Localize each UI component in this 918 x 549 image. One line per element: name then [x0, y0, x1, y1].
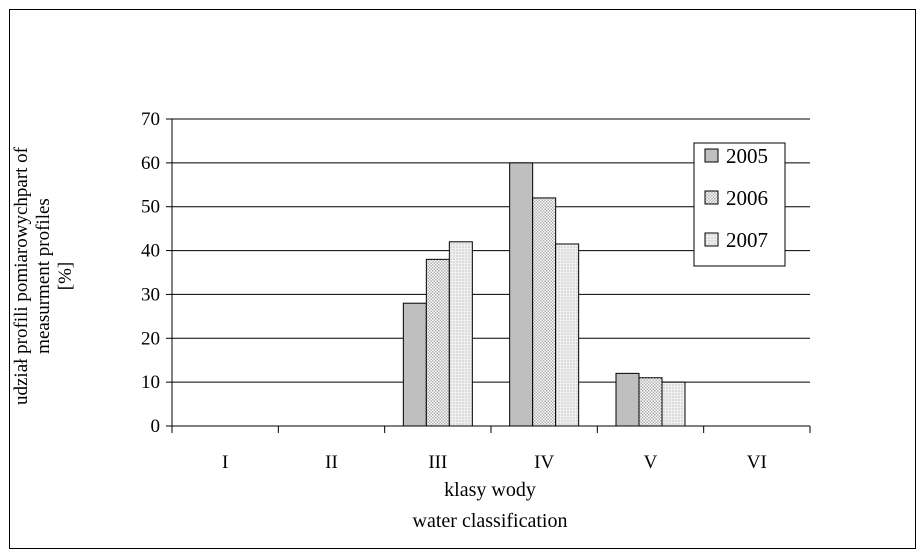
axes [166, 118, 811, 433]
x-axis-label-line-2: water classification [413, 510, 568, 532]
x-tick-label-II: II [325, 452, 338, 473]
y-tick-label-30: 30 [141, 284, 160, 305]
bar-2007-IV [555, 243, 580, 427]
y-axis-label-line-3: [%] [55, 262, 76, 290]
x-axis-label-line-1: klasy wody [444, 479, 536, 501]
y-tick-label-70: 70 [141, 109, 160, 130]
legend-swatch-2005 [704, 148, 719, 163]
legend-swatch-2006 [704, 190, 719, 205]
bar-2006-IV [532, 197, 557, 427]
x-tick-label-VI: VI [747, 452, 767, 473]
y-axis-label-line-1: udział profili pomiarowychpart of [11, 146, 32, 405]
y-tick-label-50: 50 [141, 197, 160, 218]
x-tick-label-I: I [222, 452, 228, 473]
y-tick-label-40: 40 [141, 241, 160, 262]
legend-label-2006: 2006 [726, 186, 768, 210]
bar-2005-V [615, 372, 640, 427]
legend-label-2007: 2007 [726, 228, 768, 252]
legend-swatch-2007 [704, 232, 719, 247]
bar-2007-V [661, 381, 686, 427]
bar-2006-III [425, 258, 450, 427]
legend: 2005 2006 2007 [693, 142, 786, 267]
bar-2007-III [448, 241, 473, 427]
bars [402, 162, 686, 427]
y-axis-label: udział profili pomiarowychpart of measur… [11, 146, 76, 405]
y-axis-label-line-2: measurment profiles [33, 198, 54, 354]
y-tick-label-10: 10 [141, 372, 160, 393]
bar-2005-IV [509, 162, 534, 427]
x-tick-label-III: III [428, 452, 447, 473]
y-tick-label-20: 20 [141, 328, 160, 349]
y-tick-label-0: 0 [151, 416, 161, 437]
bar-2005-III [402, 302, 427, 427]
x-tick-label-IV: IV [534, 452, 554, 473]
legend-label-2005: 2005 [726, 144, 768, 168]
y-tick-label-60: 60 [141, 153, 160, 174]
x-tick-label-V: V [644, 452, 658, 473]
bar-2006-V [638, 377, 663, 427]
